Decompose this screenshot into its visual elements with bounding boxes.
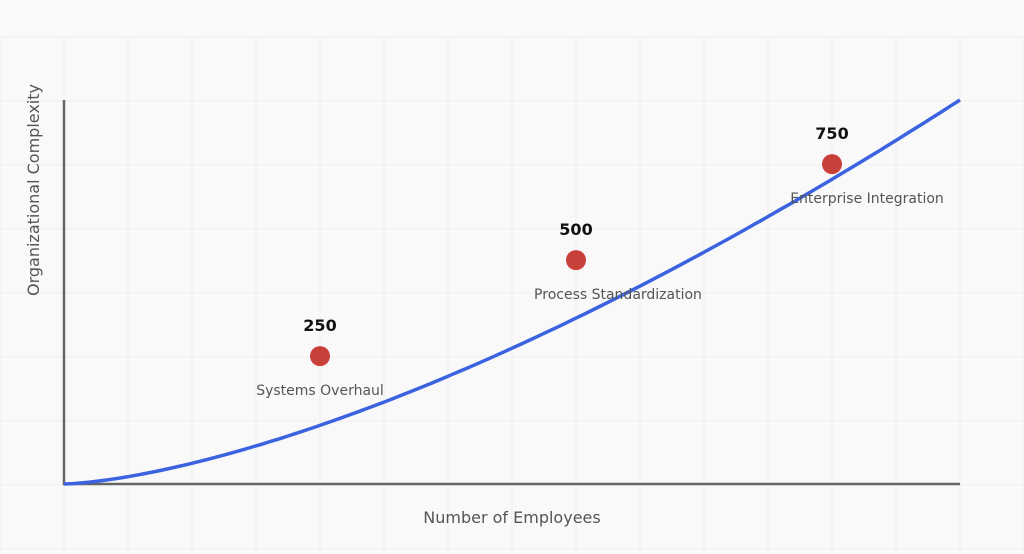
growth-curve: [63, 98, 961, 486]
milestone: 750 Enterprise Integration: [790, 124, 944, 207]
x-axis-label: Number of Employees: [423, 508, 600, 527]
milestone-value-label: 750: [815, 124, 848, 143]
milestone-name-label: Enterprise Integration: [790, 191, 944, 207]
grid: [0, 36, 1024, 554]
milestone-marker: [310, 346, 330, 367]
milestone-name-label: Process Standardization: [534, 287, 702, 303]
milestone-value-label: 250: [303, 316, 336, 335]
milestone-marker: [566, 250, 586, 271]
milestone: 250 Systems Overhaul: [256, 316, 384, 399]
milestone: 500 Process Standardization: [534, 220, 702, 303]
milestone-value-label: 500: [559, 220, 592, 239]
milestone-name-label: Systems Overhaul: [256, 383, 384, 399]
milestone-marker: [822, 154, 842, 175]
y-axis-label: Organizational Complexity: [24, 84, 43, 296]
